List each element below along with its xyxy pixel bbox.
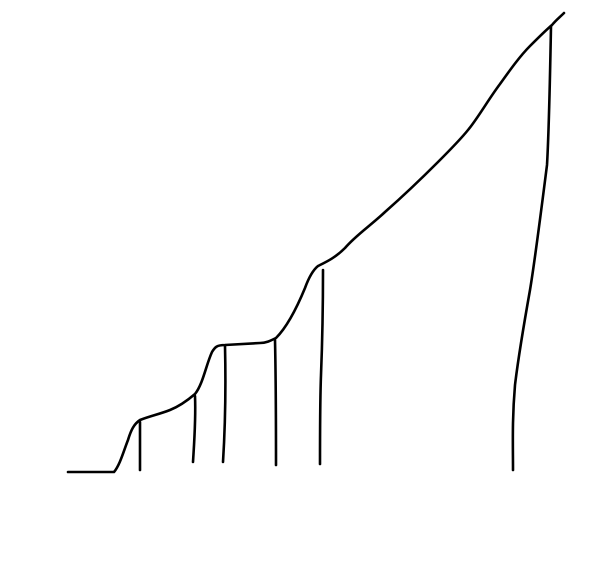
- vertical-line-2: [191, 394, 197, 464]
- vertical-line-3: [221, 344, 227, 464]
- vertical-line-6: [511, 24, 553, 472]
- vertical-line-4: [273, 338, 278, 467]
- vertical-line-5: [318, 268, 325, 466]
- outline-curve: [66, 11, 566, 474]
